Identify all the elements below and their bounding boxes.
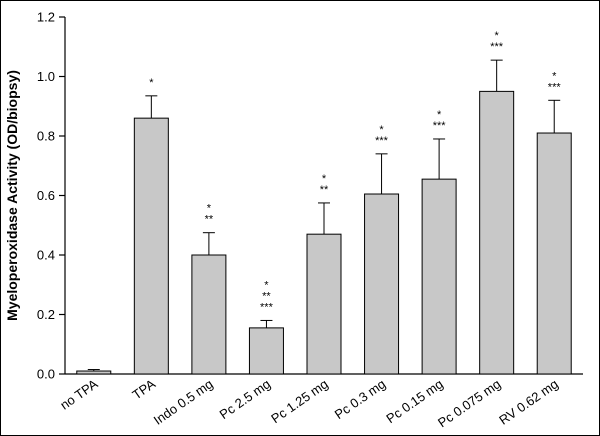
y-tick-label: 0.6 [37, 188, 55, 203]
significance-marker: * [552, 70, 557, 82]
significance-marker: * [437, 109, 442, 121]
y-tick-label: 0.4 [37, 248, 55, 263]
y-tick-label: 1.2 [37, 10, 55, 25]
significance-marker: ** [205, 214, 214, 226]
bar-1 [76, 370, 112, 375]
y-tick-label: 0.0 [37, 367, 55, 382]
x-category-label: Pc 2.5 mg [217, 376, 274, 422]
bar-3 [191, 254, 227, 375]
bar-5 [306, 233, 342, 375]
x-category-label: Indo 0.5 mg [151, 376, 216, 428]
bar-7 [421, 178, 457, 375]
significance-marker: *** [548, 81, 562, 93]
significance-marker: * [495, 30, 500, 42]
y-axis-title: Myeloperoxidase Activity (OD/biopsy) [4, 70, 20, 321]
significance-marker: * [322, 173, 327, 185]
significance-marker: * [149, 77, 154, 89]
bar-9 [536, 132, 572, 375]
x-category-label: no TPA [57, 376, 100, 413]
significance-marker: *** [433, 120, 447, 132]
y-tick-label: 0.2 [37, 307, 55, 322]
significance-marker: ** [262, 290, 271, 302]
significance-marker: * [379, 124, 384, 136]
significance-marker: *** [490, 41, 504, 53]
x-category-label: Pc 0.3 mg [332, 376, 389, 422]
x-category-label: TPA [130, 376, 159, 402]
significance-marker: * [207, 203, 212, 215]
significance-marker: * [264, 279, 269, 291]
x-category-label: Pc 1.25 mg [268, 376, 330, 426]
bar-2 [133, 117, 169, 375]
bar-8 [479, 90, 515, 375]
significance-marker: ** [320, 184, 329, 196]
significance-marker: *** [375, 135, 389, 147]
y-tick-label: 1.0 [37, 69, 55, 84]
x-category-label: RV 0.62 mg [496, 376, 561, 428]
y-tick-label: 0.8 [37, 129, 55, 144]
bar-6 [364, 193, 400, 375]
significance-marker: *** [260, 301, 274, 313]
bar-4 [248, 327, 284, 375]
x-category-label: Pc 0.075 mg [435, 376, 503, 430]
